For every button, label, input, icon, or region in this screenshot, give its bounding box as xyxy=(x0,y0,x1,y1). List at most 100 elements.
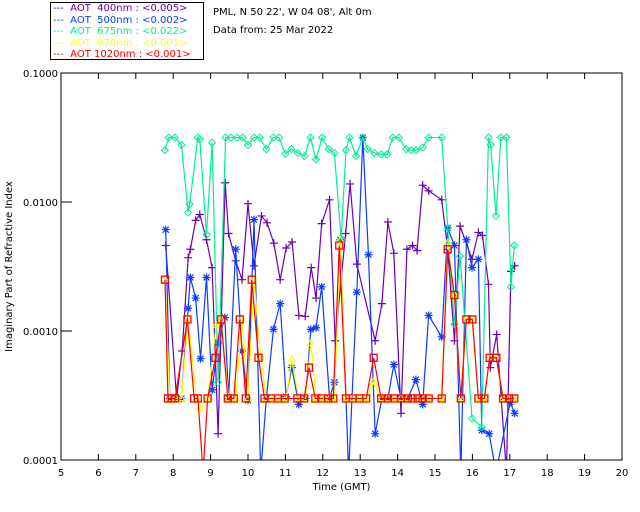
data-point xyxy=(510,394,519,403)
data-point xyxy=(468,263,477,272)
data-point xyxy=(361,393,371,401)
x-tick-label: 10 xyxy=(242,468,255,479)
data-point xyxy=(474,255,483,264)
data-point xyxy=(370,148,379,158)
data-point xyxy=(486,140,495,150)
chart-title-location: PML, N 50 22', W 04 08', Alt 0m xyxy=(213,7,372,18)
data-point xyxy=(498,394,508,403)
data-point xyxy=(177,393,186,401)
data-point xyxy=(358,133,368,142)
data-point xyxy=(249,133,259,142)
data-point xyxy=(345,469,353,477)
data-point xyxy=(474,393,483,401)
data-point xyxy=(306,325,315,334)
x-tick-label: 14 xyxy=(391,468,404,479)
data-point xyxy=(329,394,338,403)
data-point xyxy=(492,330,501,339)
data-point xyxy=(480,394,489,403)
data-point xyxy=(257,211,266,220)
data-point xyxy=(437,394,446,403)
data-point xyxy=(369,353,378,362)
data-point xyxy=(262,144,271,154)
data-point xyxy=(200,469,207,476)
data-point xyxy=(287,144,296,154)
data-point xyxy=(221,178,230,187)
data-point xyxy=(504,394,514,403)
data-point xyxy=(396,409,405,418)
data-point xyxy=(496,133,506,142)
data-point xyxy=(383,217,392,226)
data-point xyxy=(486,363,495,372)
data-point xyxy=(396,393,406,401)
data-point xyxy=(491,211,501,221)
data-point xyxy=(287,363,296,372)
data-point xyxy=(510,241,519,250)
data-point xyxy=(243,140,253,150)
data-point xyxy=(389,360,398,369)
chart-legend: --- AOT 400nm : <0.005> --- AOT 500nm : <… xyxy=(50,2,204,60)
x-tick-label: 18 xyxy=(541,468,554,479)
data-point xyxy=(330,148,339,158)
data-point xyxy=(184,304,193,313)
data-point xyxy=(389,249,398,258)
data-point xyxy=(401,144,411,154)
data-point xyxy=(443,238,453,246)
data-point xyxy=(241,394,250,403)
data-point xyxy=(276,299,285,308)
data-point xyxy=(413,246,422,255)
data-point xyxy=(355,393,364,401)
y-tick-label: 0.1000 xyxy=(23,69,58,80)
data-point xyxy=(223,394,232,403)
data-point xyxy=(424,394,433,403)
data-point xyxy=(510,261,519,270)
data-point xyxy=(418,181,427,190)
data-point xyxy=(288,237,297,246)
data-point xyxy=(257,469,265,477)
series-2 xyxy=(160,133,519,432)
data-point xyxy=(371,336,380,345)
data-point xyxy=(208,385,217,394)
data-point xyxy=(306,338,316,347)
data-point xyxy=(411,375,420,384)
data-point xyxy=(335,241,344,250)
y-tick-label: 0.0010 xyxy=(23,327,58,338)
data-point xyxy=(510,409,519,418)
data-point xyxy=(437,332,446,341)
data-point xyxy=(231,245,240,254)
x-tick-label: 12 xyxy=(316,468,329,479)
data-point xyxy=(195,135,204,144)
data-point xyxy=(478,231,487,240)
data-point xyxy=(196,354,205,363)
data-point xyxy=(408,394,417,403)
data-point xyxy=(388,133,397,142)
x-tick-label: 8 xyxy=(170,468,176,479)
data-point xyxy=(224,229,233,238)
data-point xyxy=(506,282,516,292)
data-point xyxy=(424,186,433,195)
data-point xyxy=(202,230,211,239)
data-point xyxy=(477,422,486,432)
data-point xyxy=(502,133,511,142)
data-point xyxy=(383,394,393,403)
series-line xyxy=(164,135,515,429)
data-point xyxy=(247,275,256,284)
data-point xyxy=(226,133,236,142)
data-point xyxy=(352,288,361,297)
data-point xyxy=(456,222,465,231)
data-point xyxy=(317,219,326,228)
data-point xyxy=(462,315,471,324)
x-tick-label: 15 xyxy=(429,468,442,479)
x-tick-label: 9 xyxy=(207,468,213,479)
data-point xyxy=(191,216,200,225)
data-point xyxy=(474,394,483,403)
data-point xyxy=(244,199,252,208)
data-point xyxy=(269,325,278,334)
data-point xyxy=(269,239,278,248)
legend-entry: --- AOT 870nm : <0.001> xyxy=(53,37,188,49)
data-point xyxy=(325,195,334,204)
data-point xyxy=(177,140,186,150)
data-point xyxy=(294,311,303,320)
data-point xyxy=(307,263,316,272)
x-tick-label: 19 xyxy=(578,468,591,479)
